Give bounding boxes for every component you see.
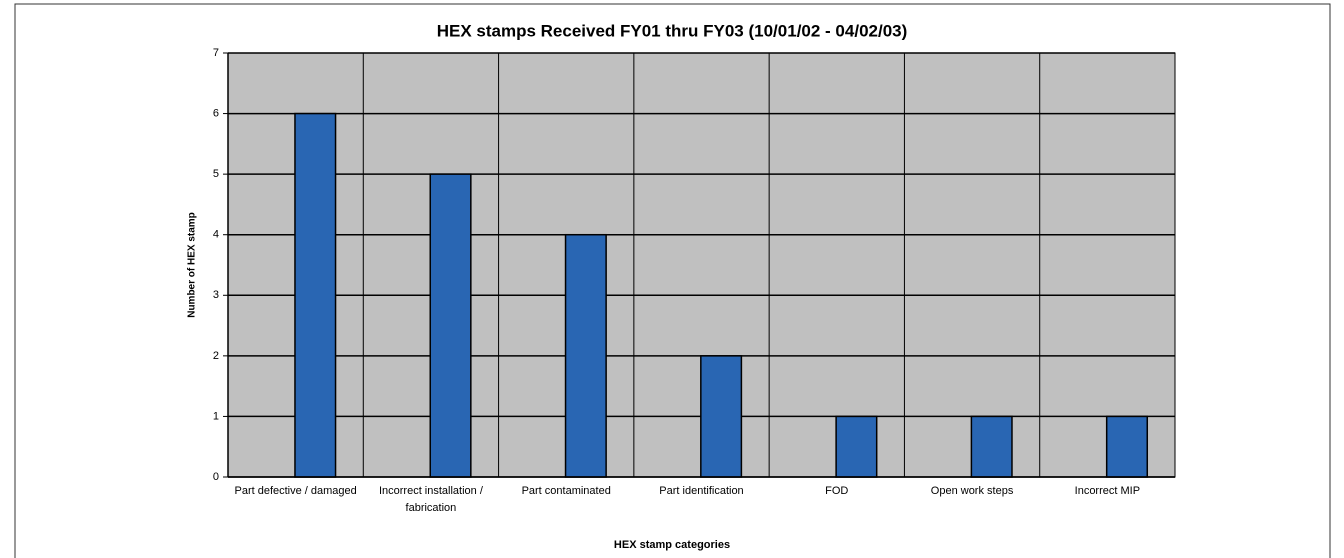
bar xyxy=(1105,415,1149,478)
y-tick-label: 7 xyxy=(213,47,219,59)
x-tick-label: Part defective / damaged xyxy=(234,485,357,497)
chart-title: HEX stamps Received FY01 thru FY03 (10/0… xyxy=(437,21,908,40)
bar xyxy=(700,355,743,478)
x-tick-label: Incorrect installation / fabrication xyxy=(378,485,483,514)
y-tick-label: 0 xyxy=(213,471,219,483)
bar xyxy=(835,415,878,478)
x-tick-label: Part contaminated xyxy=(521,485,611,497)
bar xyxy=(970,415,1013,478)
y-tick-label: 1 xyxy=(213,410,219,422)
x-tick-label: FOD xyxy=(825,485,849,497)
frame xyxy=(14,3,1331,558)
x-axis-title: HEX stamp categories xyxy=(614,539,730,551)
x-tick-label: Part identification xyxy=(659,485,744,497)
y-tick-label: 6 xyxy=(213,107,219,119)
x-tick-label: Incorrect MIP xyxy=(1074,485,1141,497)
bar xyxy=(429,173,472,478)
x-tick-label: Open work steps xyxy=(930,485,1014,497)
bar xyxy=(564,233,607,478)
bar xyxy=(294,112,337,478)
y-tick-label: 4 xyxy=(213,229,219,241)
y-tick-label: 2 xyxy=(213,350,219,362)
y-tick-label: 5 xyxy=(213,168,219,180)
y-axis-title: Number of HEX stamp xyxy=(187,212,198,318)
y-tick-label: 3 xyxy=(213,289,219,301)
